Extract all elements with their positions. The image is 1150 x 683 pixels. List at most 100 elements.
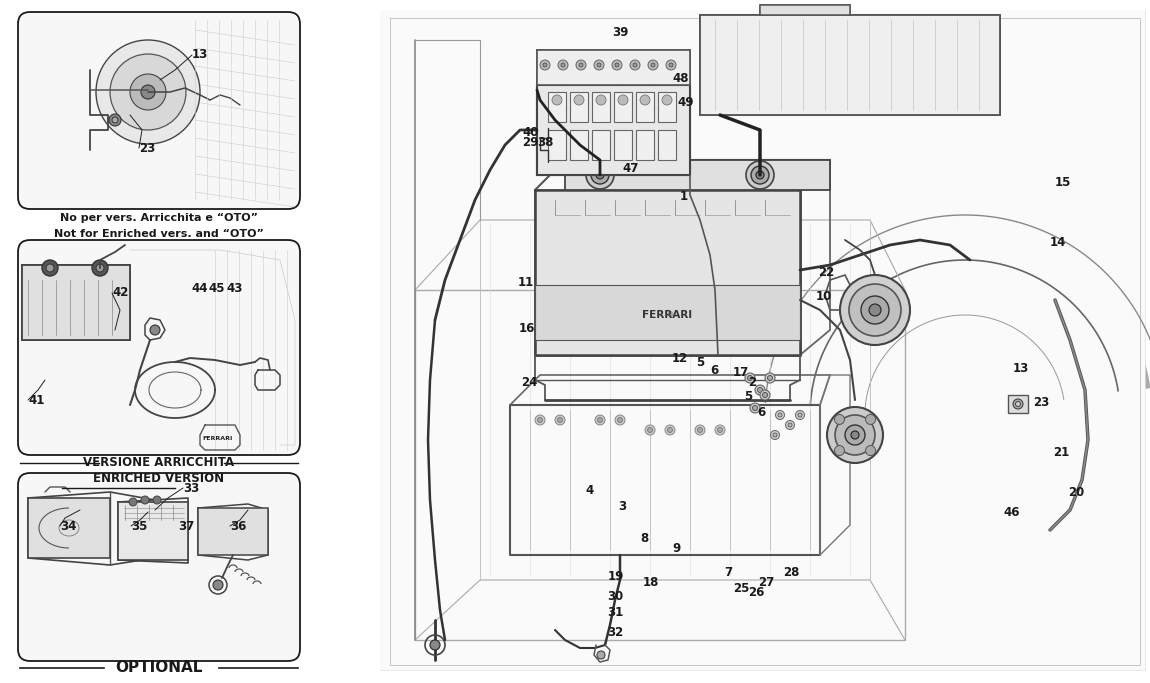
Bar [535,190,800,355]
Text: 19: 19 [608,570,624,583]
Text: 5: 5 [744,391,752,404]
Circle shape [762,393,767,398]
Circle shape [150,325,160,335]
Circle shape [861,296,889,324]
Text: 48: 48 [672,72,689,85]
Circle shape [845,425,865,445]
Circle shape [645,425,656,435]
Circle shape [561,63,565,67]
Circle shape [591,166,610,184]
Circle shape [537,417,543,423]
Text: 10: 10 [816,290,833,303]
Bar [760,5,850,15]
Bar [22,265,130,340]
Circle shape [751,166,769,184]
Text: 15: 15 [1055,176,1072,189]
Text: 6: 6 [710,363,719,376]
Text: 35: 35 [131,520,147,533]
Text: 23: 23 [1033,397,1049,410]
Text: 26: 26 [748,587,765,600]
Text: 24: 24 [521,376,537,389]
Text: 13: 13 [1013,361,1029,374]
Text: 20: 20 [1068,486,1084,499]
Circle shape [641,95,650,105]
Circle shape [595,60,604,70]
Text: 5: 5 [696,355,704,369]
Bar [570,92,588,122]
Circle shape [540,60,550,70]
Text: 49: 49 [677,96,693,109]
Text: Not for Enriched vers. and “OTO”: Not for Enriched vers. and “OTO” [54,229,264,239]
Bar [537,85,690,175]
Circle shape [758,387,762,393]
Circle shape [596,95,606,105]
Circle shape [618,95,628,105]
Circle shape [612,60,622,70]
Text: 44: 44 [191,281,207,294]
Circle shape [666,60,676,70]
Text: 18: 18 [643,576,659,589]
Text: ®: ® [667,312,674,318]
Circle shape [598,417,603,423]
Text: 43: 43 [227,281,243,294]
Circle shape [430,640,440,650]
Text: 12: 12 [672,352,688,365]
Circle shape [770,430,780,439]
Text: 42: 42 [112,286,129,300]
Circle shape [109,114,121,126]
Bar [614,130,632,160]
Circle shape [615,415,624,425]
Circle shape [779,413,782,417]
Circle shape [849,284,900,336]
Bar [658,130,676,160]
Text: 31: 31 [607,607,623,619]
Circle shape [1013,399,1024,409]
Circle shape [866,415,875,424]
Circle shape [586,161,614,189]
Text: 6: 6 [757,406,765,419]
Text: 9: 9 [672,542,681,555]
Circle shape [647,428,652,432]
FancyBboxPatch shape [18,240,300,455]
Circle shape [746,161,774,189]
Bar [592,130,610,160]
Text: 14: 14 [1050,236,1066,249]
Text: No per vers. Arricchita e “OTO”: No per vers. Arricchita e “OTO” [60,213,258,223]
Circle shape [869,304,881,316]
Text: FERRARI: FERRARI [642,310,692,320]
Circle shape [752,406,758,410]
Circle shape [866,445,875,456]
Circle shape [715,425,724,435]
Text: 38: 38 [537,137,553,150]
Text: 17: 17 [733,367,750,380]
Circle shape [615,63,619,67]
Circle shape [92,260,108,276]
Text: 21: 21 [1053,447,1070,460]
Circle shape [767,376,773,380]
Circle shape [773,433,777,437]
Circle shape [835,445,844,456]
Circle shape [788,423,792,427]
Circle shape [718,428,722,432]
Text: 30: 30 [607,589,623,602]
Circle shape [596,171,604,179]
Text: VERSIONE ARRICCHITA: VERSIONE ARRICCHITA [84,456,235,469]
Circle shape [756,385,765,395]
Bar [549,130,566,160]
Circle shape [595,415,605,425]
Circle shape [130,74,166,110]
Circle shape [756,171,764,179]
Text: 23: 23 [139,141,155,154]
Text: 2: 2 [748,376,757,389]
Text: 28: 28 [783,566,799,579]
Circle shape [851,431,859,439]
FancyBboxPatch shape [18,12,300,209]
Circle shape [141,496,150,504]
Circle shape [1015,402,1020,406]
Bar [570,130,588,160]
Text: 16: 16 [519,322,536,335]
Circle shape [647,60,658,70]
Circle shape [153,496,161,504]
Bar [537,50,690,85]
Circle shape [43,260,58,276]
